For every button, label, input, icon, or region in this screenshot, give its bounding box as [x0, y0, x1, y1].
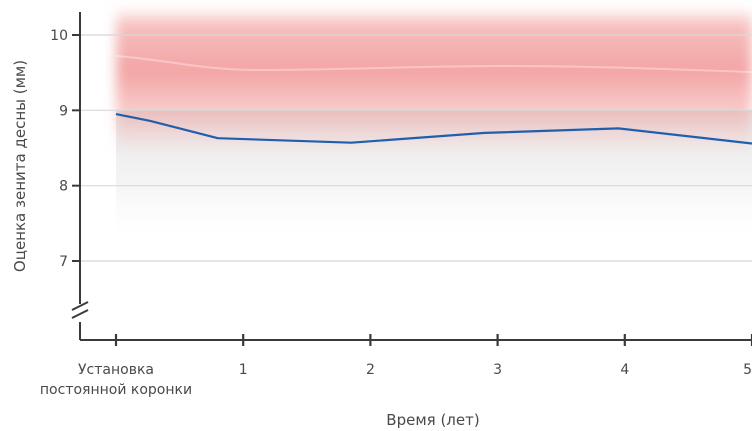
faint-band-highlight	[115, 55, 752, 73]
x-tick-label-2: 2	[366, 362, 375, 378]
y-tick-label-8: 8	[59, 179, 68, 195]
x-tick-label-0-line2: постоянной коронки	[40, 382, 192, 398]
data-series	[115, 113, 752, 145]
plot-background	[115, 8, 752, 245]
y-tick-label-9: 9	[59, 103, 68, 119]
x-tick-label-4: 4	[620, 362, 629, 378]
x-tick-label-0: Установка	[78, 362, 154, 378]
axes	[71, 12, 752, 341]
x-tick-label-3: 3	[493, 362, 502, 378]
y-tick-label-10: 10	[50, 28, 68, 44]
grid-lines	[80, 34, 752, 262]
x-ticks: Установка постоянной коронки 1 2 3 4 5	[40, 334, 752, 398]
y-ticks: 7 8 9 10	[50, 28, 80, 270]
y-tick-label-7: 7	[59, 254, 68, 270]
x-tick-label-5: 5	[743, 362, 752, 378]
y-axis-title: Оценка зенита десны (мм)	[11, 60, 29, 272]
red-band	[116, 8, 752, 148]
x-tick-label-1: 1	[239, 362, 248, 378]
series-line-0	[115, 113, 752, 145]
axis-break-mark-1	[71, 301, 89, 311]
x-axis-title: Время (лет)	[386, 411, 479, 429]
axis-break-mark-2	[71, 309, 89, 319]
